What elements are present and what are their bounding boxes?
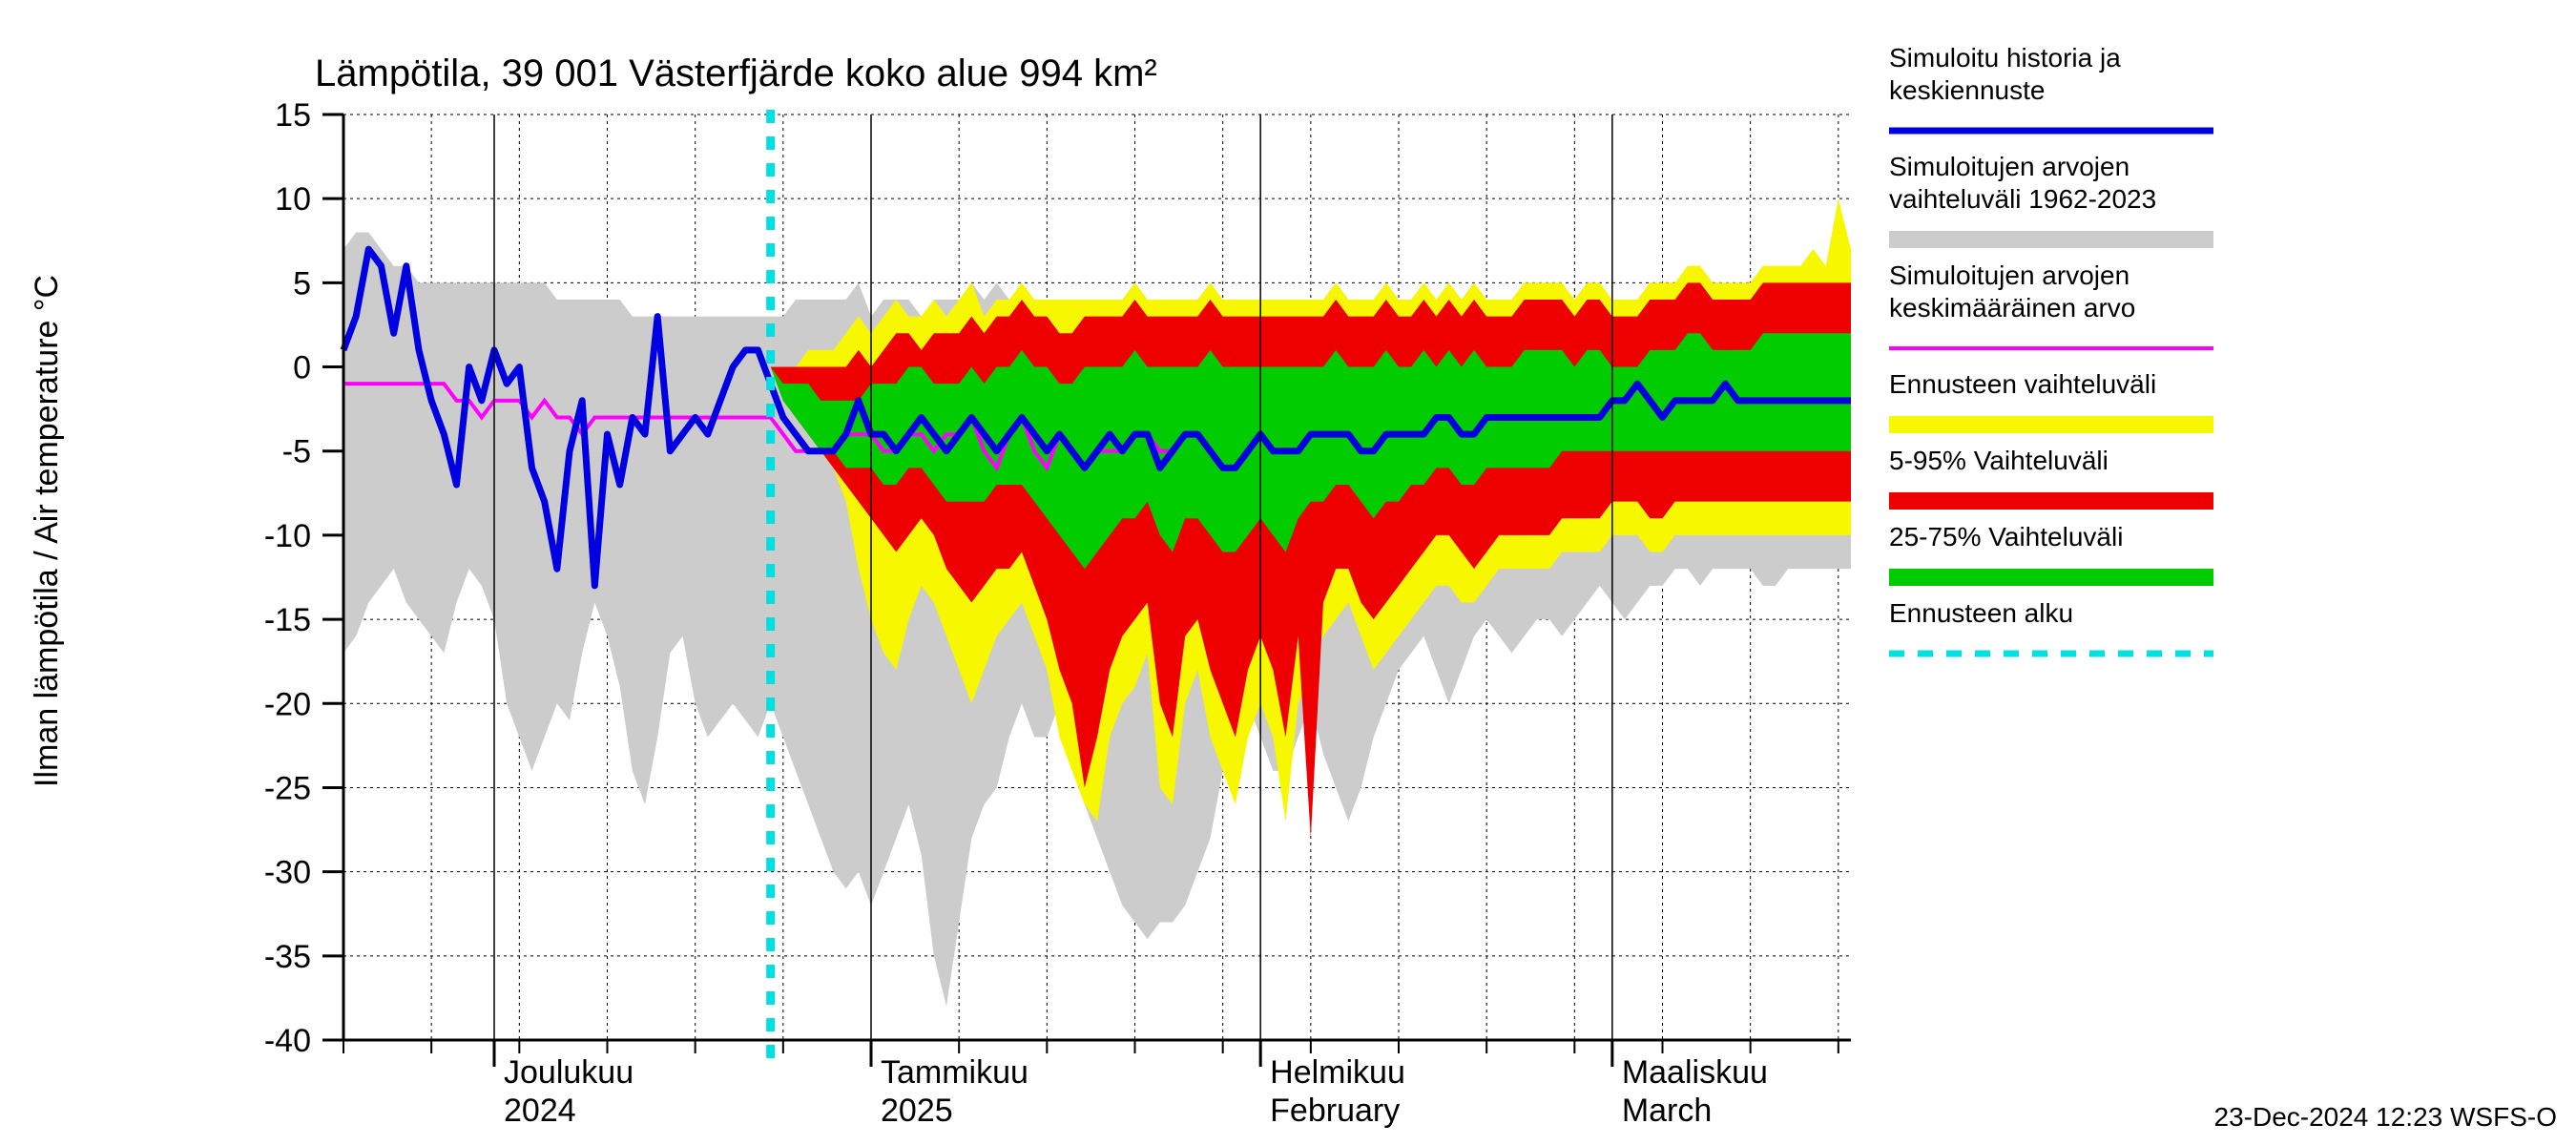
chart-title: Lämpötila, 39 001 Västerfjärde koko alue… <box>315 52 1157 94</box>
legend: Simuloitu historia jakeskiennuste Simuloi… <box>1889 43 2213 654</box>
y-tick-label: -25 <box>264 770 311 806</box>
legend-text: keskimääräinen arvo <box>1889 293 2135 323</box>
x-month-label: Joulukuu <box>504 1054 634 1091</box>
y-tick-label: 0 <box>293 350 311 386</box>
y-tick-label: -40 <box>264 1023 311 1059</box>
legend-text: Simuloitujen arvojen <box>1889 260 2129 290</box>
y-axis-title: Ilman lämpötila / Air temperature °C <box>29 275 65 787</box>
y-tick-label: -5 <box>282 434 311 470</box>
y-tick-label: -10 <box>264 518 311 554</box>
x-month-sublabel: 2024 <box>504 1093 576 1129</box>
y-tick-label: -15 <box>264 602 311 638</box>
x-month-label: Maaliskuu <box>1622 1054 1768 1091</box>
legend-swatch <box>1889 231 2213 248</box>
legend-text: Ennusteen alku <box>1889 598 2073 628</box>
legend-text: Simuloitu historia ja <box>1889 43 2121 73</box>
legend-swatch <box>1889 569 2213 586</box>
legend-text: Simuloitujen arvojen <box>1889 152 2129 181</box>
legend-swatch <box>1889 492 2213 510</box>
bands <box>343 198 1851 1007</box>
y-tick-label: -20 <box>264 686 311 722</box>
chart-container: 151050-5-10-15-20-25-30-35-40Joulukuu202… <box>0 0 2576 1145</box>
legend-text: 5-95% Vaihteluväli <box>1889 446 2109 475</box>
chart-footer: 23-Dec-2024 12:23 WSFS-O <box>2214 1102 2558 1132</box>
temperature-forecast-chart: 151050-5-10-15-20-25-30-35-40Joulukuu202… <box>0 0 2576 1145</box>
x-month-sublabel: March <box>1622 1093 1712 1129</box>
x-month-label: Helmikuu <box>1270 1054 1405 1091</box>
y-tick-label: -35 <box>264 939 311 975</box>
x-month-label: Tammikuu <box>881 1054 1028 1091</box>
legend-text: keskiennuste <box>1889 75 2045 105</box>
y-tick-label: 5 <box>293 265 311 302</box>
y-tick-label: 10 <box>275 181 311 218</box>
legend-text: 25-75% Vaihteluväli <box>1889 522 2123 552</box>
legend-text: vaihteluväli 1962-2023 <box>1889 184 2156 214</box>
y-tick-label: 15 <box>275 97 311 134</box>
x-month-sublabel: 2025 <box>881 1093 953 1129</box>
x-month-sublabel: February <box>1270 1093 1400 1129</box>
y-tick-label: -30 <box>264 855 311 891</box>
legend-swatch <box>1889 416 2213 433</box>
legend-text: Ennusteen vaihteluväli <box>1889 369 2156 399</box>
